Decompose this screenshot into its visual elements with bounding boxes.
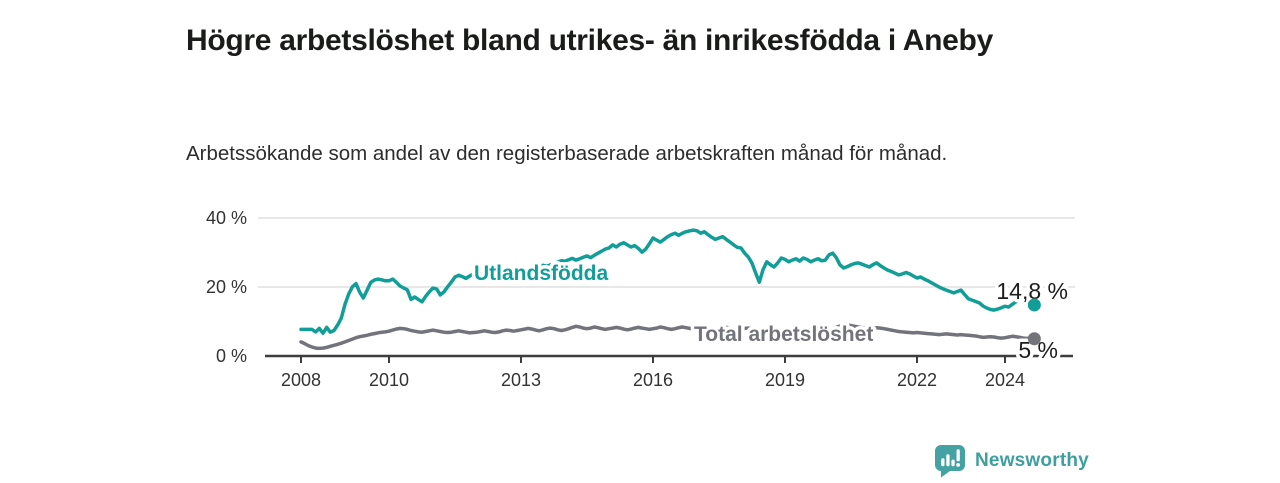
- series-label-utlandsfodda: Utlandsfödda: [474, 262, 608, 285]
- x-axis-label-2016: 2016: [633, 370, 673, 390]
- y-axis-label-20: 20 %: [206, 277, 247, 297]
- chart-subtitle: Arbetssökande som andel av den registerb…: [186, 141, 948, 165]
- newsworthy-logo: Newsworthy: [933, 444, 1089, 478]
- x-axis-label-2022: 2022: [897, 370, 937, 390]
- x-axis-label-2010: 2010: [369, 370, 409, 390]
- end-dot-utlandsfodda: [1027, 298, 1041, 312]
- x-axis-label-2013: 2013: [501, 370, 541, 390]
- x-axis-label-2008: 2008: [281, 370, 321, 390]
- y-axis-label-0: 0 %: [216, 346, 247, 366]
- series-line-total: [299, 323, 1037, 351]
- x-axis-label-2019: 2019: [765, 370, 805, 390]
- series-line-utlandsfodda: [299, 228, 1037, 335]
- y-axis-label-40: 40 %: [206, 208, 247, 228]
- end-dot-total: [1027, 332, 1041, 346]
- x-axis-label-2024: 2024: [985, 370, 1025, 390]
- newsworthy-logo-text: Newsworthy: [975, 450, 1089, 471]
- series-label-total: Total arbetslöshet: [694, 323, 873, 346]
- newsworthy-bar-chart-bubble-icon: [933, 444, 966, 478]
- page-title: Högre arbetslöshet bland utrikes- än inr…: [186, 24, 993, 58]
